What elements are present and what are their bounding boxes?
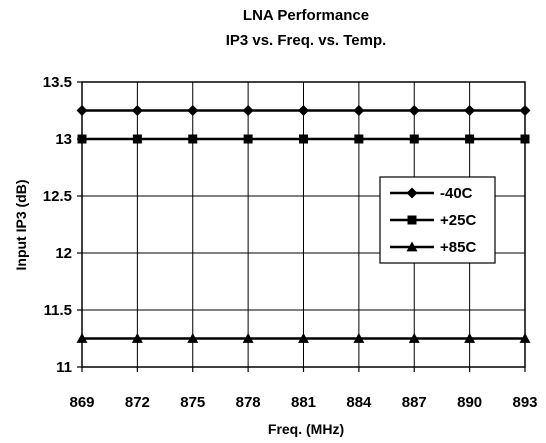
legend-label: +85C [440, 239, 476, 256]
triangle-marker [76, 333, 88, 343]
diamond-marker [519, 105, 531, 116]
y-tick-label: 13.5 [43, 74, 72, 91]
x-tick-label: 884 [346, 394, 372, 411]
square-marker [465, 134, 475, 144]
square-marker [520, 134, 530, 144]
triangle-marker [187, 333, 199, 343]
legend-label: +25C [440, 212, 476, 229]
legend-item: +85C [390, 239, 476, 256]
diamond-marker [406, 187, 418, 199]
diamond-marker [131, 105, 143, 116]
series-+25C [77, 134, 530, 144]
legend-label: -40C [440, 185, 473, 202]
triangle-marker [519, 333, 531, 343]
x-tick-label: 872 [125, 394, 150, 411]
y-tick-label: 12 [55, 245, 72, 262]
series-group [76, 105, 531, 343]
triangle-marker [131, 333, 143, 343]
x-tick-label: 893 [512, 394, 537, 411]
x-tick-label: 890 [457, 394, 482, 411]
diamond-marker [298, 105, 309, 116]
legend: -40C +25C +85C [379, 176, 496, 264]
square-marker [243, 134, 253, 144]
square-marker [132, 134, 142, 144]
x-tick-label: 869 [69, 394, 94, 411]
triangle-marker [406, 241, 418, 252]
triangle-marker [464, 333, 476, 343]
triangle-marker [408, 333, 420, 343]
y-axis-ticks: 11 11.5 12 12.5 13 13.5 [43, 74, 82, 376]
diamond-marker [187, 105, 199, 116]
triangle-marker [242, 333, 254, 343]
diamond-marker [464, 105, 476, 116]
diamond-marker [76, 105, 88, 116]
square-marker [409, 134, 419, 144]
y-tick-label: 12.5 [43, 188, 72, 205]
square-marker [77, 134, 87, 144]
y-axis-title: Input IP3 (dB) [13, 180, 29, 271]
x-tick-label: 881 [291, 394, 316, 411]
chart-subtitle: IP3 vs. Freq. vs. Temp. [226, 32, 387, 49]
square-marker [299, 134, 308, 144]
diamond-marker [353, 105, 365, 116]
x-tick-label: 878 [236, 394, 261, 411]
triangle-marker [353, 333, 365, 343]
x-tick-label: 887 [402, 394, 427, 411]
triangle-marker [298, 333, 309, 343]
square-marker [188, 134, 198, 144]
y-tick-label: 13 [55, 131, 72, 148]
series-+85C [76, 333, 531, 343]
x-tick-label: 875 [180, 394, 205, 411]
legend-item: +25C [390, 212, 476, 229]
y-tick-label: 11.5 [44, 302, 72, 319]
chart-title: LNA Performance [243, 7, 369, 24]
diamond-marker [408, 105, 420, 116]
x-axis-ticks: 869 872 875 878 881 884 887 890 893 [69, 367, 538, 411]
square-marker [407, 215, 417, 225]
series--40C [76, 105, 531, 116]
square-marker [354, 134, 364, 144]
legend-item: -40C [390, 185, 473, 202]
diamond-marker [242, 105, 254, 116]
x-axis-title: Freq. (MHz) [268, 421, 344, 437]
y-tick-label: 11 [56, 359, 72, 376]
